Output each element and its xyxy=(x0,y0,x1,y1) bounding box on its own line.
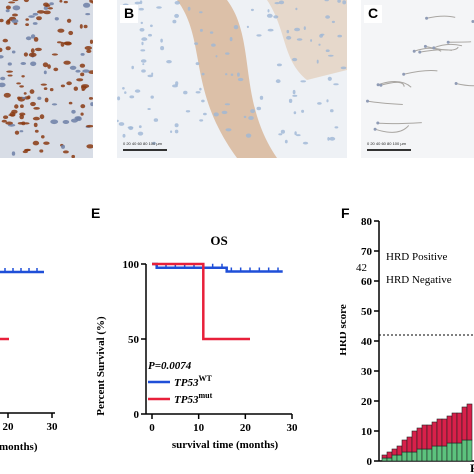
hrd-bar-red xyxy=(401,439,408,453)
hrd-bar-red xyxy=(426,424,433,450)
scale-bar-c: 0 20 40 60 80 100 µm xyxy=(367,141,406,146)
hrd-bar-green xyxy=(456,442,463,462)
hrd-y-tick-label: 10 xyxy=(361,426,373,438)
hrd-bar-red xyxy=(406,436,413,453)
hrd-bar-green xyxy=(446,442,453,462)
hrd-bar-red xyxy=(436,418,443,447)
hrd-bar-green xyxy=(396,454,403,462)
hrd-y-tick-label: 80 xyxy=(361,216,373,228)
km-line-mut xyxy=(152,262,250,341)
ihc-panel-c: C 0 20 40 60 80 100 µm xyxy=(361,0,474,158)
km-title: OS xyxy=(210,233,227,248)
hrd-bar-green xyxy=(416,448,423,462)
panel-f-letter: F xyxy=(341,205,350,221)
hrd-positive-label: HRD Positive xyxy=(386,251,448,263)
hrd-bar-red xyxy=(391,448,398,456)
hrd-y-tick-label: 70 xyxy=(361,246,373,258)
hrd-bar-green xyxy=(406,451,413,462)
km-plot-e: OS Percent Survival (%) survival time (m… xyxy=(95,233,299,451)
panel-e-letter: E xyxy=(91,205,101,221)
ihc-image-c xyxy=(361,0,474,158)
partial-tick-30: 30 xyxy=(47,421,59,433)
hrd-bar-green xyxy=(391,454,398,462)
km-y-tick-label: 50 xyxy=(128,334,140,346)
hrd-bar-red xyxy=(411,430,418,453)
ihc-image-b xyxy=(117,0,347,158)
hrd-y-tick-label: 0 xyxy=(367,456,373,468)
hrd-xlabel-fragment: P xyxy=(470,461,474,474)
partial-km-plot: 20 30 months) xyxy=(0,268,59,453)
hrd-threshold-value: 42 xyxy=(356,262,367,274)
km-x-tick-label: 10 xyxy=(193,422,205,434)
km-x-tick-label: 20 xyxy=(240,422,252,434)
hrd-bar-green xyxy=(431,445,438,462)
hrd-negative-label: HRD Negative xyxy=(386,274,452,286)
hrd-bar-green xyxy=(461,439,468,462)
partial-tick-20: 20 xyxy=(3,421,15,433)
km-y-tick-label: 0 xyxy=(134,409,140,421)
partial-xlabel: months) xyxy=(0,441,38,453)
hrd-bar-red xyxy=(446,415,453,444)
ihc-panel-a xyxy=(0,0,93,158)
hrd-bar-green xyxy=(436,445,443,462)
hrd-bar-green xyxy=(441,445,448,462)
km-legend-label: TP53mut xyxy=(174,391,213,406)
hrd-bar-red xyxy=(466,403,473,441)
hrd-plot-f: HRD score 0 10 20 30 40 50 60 70 80 HRD Positive… xyxy=(340,216,474,474)
hrd-ylabel: HRD score xyxy=(340,304,349,356)
hrd-bar-green xyxy=(386,457,393,462)
hrd-bar-green xyxy=(381,457,388,462)
km-ylabel: Percent Survival (%) xyxy=(95,316,107,416)
hrd-bar-green xyxy=(451,442,458,462)
hrd-bar-green xyxy=(401,451,408,462)
hrd-bar-red xyxy=(381,454,388,459)
hrd-bar-green xyxy=(426,448,433,462)
scale-bar-b: 0 20 40 60 80 100 µm xyxy=(123,141,162,146)
hrd-bar-red xyxy=(416,427,423,450)
panel-c-letter: C xyxy=(364,5,382,23)
hrd-y-tick-label: 50 xyxy=(361,306,373,318)
hrd-bar-red xyxy=(451,412,458,444)
hrd-y-tick-label: 60 xyxy=(361,276,373,288)
hrd-bar-red xyxy=(386,451,393,459)
hrd-bar-red xyxy=(441,418,448,447)
hrd-bar-green xyxy=(466,439,473,462)
hrd-bar-red xyxy=(421,424,428,450)
hrd-bar-red xyxy=(431,421,438,447)
partial-censor-marks xyxy=(4,268,38,272)
km-x-tick-label: 30 xyxy=(287,422,299,434)
hrd-y-tick-label: 30 xyxy=(361,366,373,378)
hrd-bar-red xyxy=(396,445,403,456)
ihc-panel-b: B 0 20 40 60 80 100 µm xyxy=(117,0,347,158)
km-x-tick-label: 0 xyxy=(149,422,155,434)
hrd-y-tick-label: 20 xyxy=(361,396,373,408)
hrd-bar-red xyxy=(456,412,463,444)
panel-b-letter: B xyxy=(120,5,138,23)
ihc-image-a xyxy=(0,0,93,158)
km-y-tick-label: 100 xyxy=(123,259,140,271)
km-legend-label: TP53WT xyxy=(174,374,212,389)
hrd-y-tick-label: 40 xyxy=(361,336,373,348)
hrd-bar-red xyxy=(461,406,468,441)
hrd-bar-green xyxy=(421,448,428,462)
km-xlabel: survival time (months) xyxy=(172,439,279,451)
km-pvalue: P=0.0074 xyxy=(148,360,192,372)
hrd-bar-green xyxy=(411,451,418,462)
